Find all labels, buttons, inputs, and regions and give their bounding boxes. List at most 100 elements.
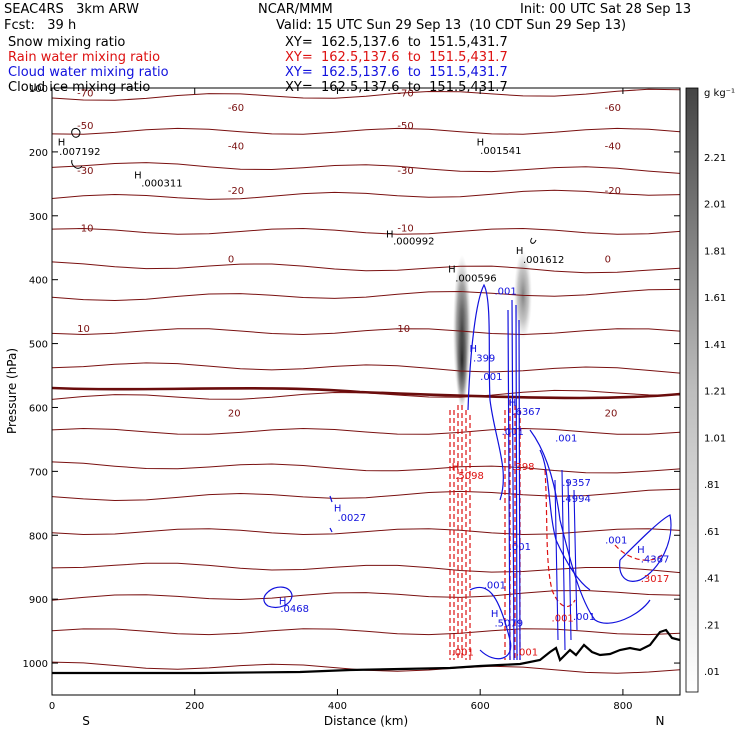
contour-annotation: .4994 [562,494,591,505]
cloud-contour [467,283,504,501]
temperature-contour [52,661,680,674]
contour-annotation: H [58,138,66,149]
y-axis-label: Pressure (hPa) [5,348,19,434]
rain-contour [449,405,471,660]
temperature-label: -70 [77,88,93,99]
contour-annotation: .001 [516,647,538,658]
y-tick-label: 1000 [23,659,48,670]
forecast-hour: Fcst: 39 h [4,18,77,33]
y-tick-label: 600 [29,403,48,414]
colorbar-tick-label: .01 [704,667,720,678]
contour-annotation: .001612 [523,255,564,266]
field-xy-snow: XY= 162.5,137.6 to 151.5,431.7 [285,35,508,50]
temperature-label: -40 [228,142,244,153]
contour-annotation: .4367 [641,555,670,566]
contour-annotation: H [134,171,142,182]
x-tick-label: 0 [49,701,55,712]
field-xy-rain: XY= 162.5,137.6 to 151.5,431.7 [285,50,508,65]
colorbar-tick-label: .41 [704,574,720,585]
terrain-fill [52,676,680,695]
contour-annotation: H [386,230,394,241]
temperature-contour [52,528,680,536]
field-name-snow: Snow mixing ratio [8,35,126,50]
x-tick-label: 200 [185,701,204,712]
y-tick-label: 700 [29,467,48,478]
temperature-contours: -70 -70 -60 -60 -50 -50 -40 -40 -30 -30 -20 -20 -10 -… [52,88,680,674]
y-tick-label: 200 [29,148,48,159]
contour-annotation: .0027 [337,513,366,524]
temperature-contour [52,261,680,274]
contour-annotation: .001 [555,433,577,444]
contour-annotation: H [334,504,342,515]
y-tick-label: 300 [29,212,48,223]
cloud-water-contours [263,283,672,661]
cloud-contour [619,514,672,582]
contour-annotation: H [448,265,456,276]
temperature-label: 0 [228,255,234,266]
plot-frame [51,87,681,696]
temperature-contour [52,189,680,200]
temperature-label: -20 [228,186,244,197]
contour-annotation: H [452,462,460,473]
temperature-label: 0 [605,255,611,266]
contour-annotation: .007192 [59,147,100,158]
annotations: H.007192H.000311H.001541H.000992H.001612… [58,138,670,659]
terrain-profile [52,628,680,675]
contour-annotation: H [279,596,287,607]
y-tick-label: 500 [29,340,48,351]
contour-annotation: .001 [552,614,574,625]
temperature-label: 20 [605,409,618,420]
contour-annotation: .001 [509,542,531,553]
colorbar-tick-label: 1.41 [704,340,726,351]
temperature-label: 20 [228,409,241,420]
x-tick-label: 400 [328,701,347,712]
contour-annotation: .001 [605,536,627,547]
cloud-contour [529,429,651,624]
contour-annotation: .001541 [480,146,521,157]
contour-annotation: .001 [484,580,506,591]
temperature-contour [52,328,680,336]
snow-shading [453,250,532,410]
colorbar-units: g kg⁻¹ [704,88,735,99]
colorbar-tick-label: 1.01 [704,433,726,444]
contour-annotation: .000596 [455,274,496,285]
contour-annotation: .6367 [512,407,541,418]
temperature-label: -40 [605,142,621,153]
y-tick-label: 400 [29,276,48,287]
temperature-contour [52,427,680,435]
temperature-contour [52,562,680,574]
valid-time: Valid: 15 UTC Sun 29 Sep 13 (10 CDT Sun … [276,18,627,33]
cloud-contour [263,586,293,608]
colorbar-tick-label: 2.01 [704,200,726,211]
snow-contour [71,159,83,169]
temperature-label: -60 [605,103,621,114]
contour-annotation: H [509,398,517,409]
temperature-contour [52,461,680,474]
field-name-cloudwater: Cloud water mixing ratio [8,65,169,80]
x-axis-label: Distance (km) [324,714,408,728]
temperature-label: 10 [397,324,410,335]
colorbar-tick-label: .21 [704,620,720,631]
colorbar-tick-label: .61 [704,527,720,538]
x-tick-label: 800 [613,701,632,712]
temperature-label: -70 [397,88,413,99]
terrain-line [52,628,680,695]
temperature-contour [52,288,680,302]
temperature-contour [52,362,680,374]
colorbar-tick-label: .81 [704,480,720,491]
temperature-label: -50 [397,121,413,132]
temperature-label: -10 [397,223,413,234]
temperature-label: -20 [605,186,621,197]
x-end-label-left: S [82,714,90,728]
temperature-contour [52,88,680,101]
rain-contour [544,469,576,608]
temperature-contour [52,589,680,601]
colorbar-tick-label: 1.81 [704,246,726,257]
temperature-label: -30 [77,166,93,177]
field-xy-cloudwater: XY= 162.5,137.6 to 151.5,431.7 [285,65,508,80]
snow-core-shade [456,310,468,410]
model-title: SEAC4RS 3km ARW [4,2,140,17]
y-tick-label: 100 [29,84,48,95]
